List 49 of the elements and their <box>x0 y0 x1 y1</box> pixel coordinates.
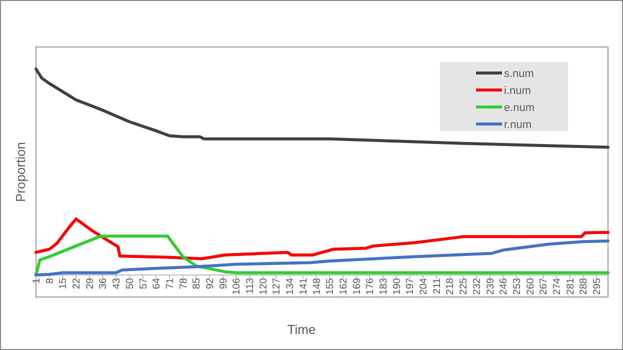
x-tick-label: 260 <box>525 278 536 295</box>
legend-label: i.num <box>504 85 531 97</box>
x-tick-label: 295 <box>592 278 604 295</box>
y-axis-title: Proportion <box>13 142 28 202</box>
x-tick-label: 148 <box>312 278 323 295</box>
x-tick-label: 176 <box>365 278 376 295</box>
x-tick-label: 92 <box>205 278 216 290</box>
legend-label: s.num <box>504 68 534 80</box>
x-tick-label: 204 <box>418 278 430 295</box>
x-tick-label: 71 <box>164 278 176 290</box>
x-tick-label: 183 <box>378 278 390 295</box>
x-tick-label: 267 <box>538 278 550 295</box>
x-tick-label: 8 <box>44 278 56 284</box>
x-tick-label: 43 <box>112 278 123 290</box>
x-tick-label: 288 <box>578 278 590 295</box>
x-tick-label: 155 <box>325 278 336 295</box>
x-tick-label: 246 <box>498 278 510 295</box>
x-tick-label: 218 <box>445 278 456 295</box>
x-tick-label: 64 <box>152 278 163 290</box>
x-tick-label: 134 <box>285 278 296 295</box>
x-tick-label: 274 <box>552 278 564 295</box>
x-tick-label: 22 <box>72 278 83 290</box>
x-tick-label: 106 <box>232 278 243 295</box>
x-tick-label: 127 <box>272 278 283 295</box>
x-tick-label: 99 <box>218 278 230 290</box>
x-tick-label: 85 <box>192 278 203 290</box>
x-tick-label: 281 <box>565 278 576 295</box>
x-tick-label: 211 <box>432 278 443 294</box>
legend-label: r.num <box>504 119 532 131</box>
x-tick-label: 225 <box>458 278 470 295</box>
x-tick-label: 1 <box>32 278 42 284</box>
x-axis-title: Time <box>287 322 316 337</box>
x-tick-label: 169 <box>352 278 363 295</box>
x-tick-label: 232 <box>472 278 483 295</box>
x-tick-label: 253 <box>512 278 523 295</box>
legend-label: e.num <box>504 102 535 114</box>
x-tick-label: 50 <box>124 278 136 290</box>
x-tick-label: 239 <box>485 278 496 295</box>
x-tick-label: 190 <box>392 278 403 295</box>
x-tick-label: 29 <box>84 278 96 290</box>
x-tick-label: 113 <box>245 278 256 294</box>
x-tick-label: 78 <box>178 278 190 290</box>
x-tick-label: 57 <box>138 278 150 290</box>
x-tick-label: 120 <box>258 278 270 295</box>
x-tick-label: 36 <box>98 278 110 290</box>
x-tick-label: 162 <box>338 278 350 295</box>
x-tick-label: 141 <box>298 278 310 295</box>
x-tick-label: 197 <box>405 278 416 295</box>
x-tick-label: 15 <box>58 278 70 290</box>
